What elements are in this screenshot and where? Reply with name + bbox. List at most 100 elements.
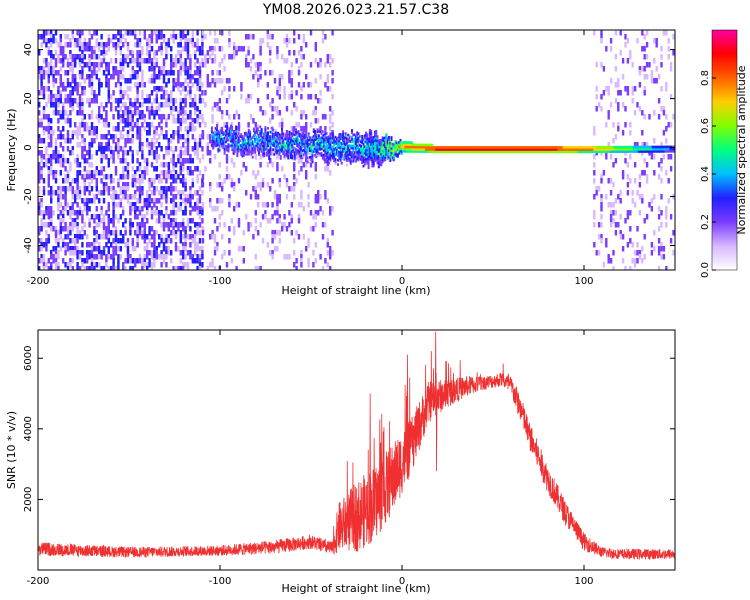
noise-cell — [158, 190, 161, 196]
signal-cell — [361, 157, 364, 160]
signal-cell — [533, 148, 536, 151]
signal-cell — [303, 140, 306, 144]
signal-cell — [298, 154, 301, 158]
noise-cell — [40, 222, 43, 228]
noise-cell — [247, 94, 250, 100]
noise-cell — [211, 58, 214, 64]
noise-cell — [177, 154, 180, 160]
noise-cell — [78, 210, 82, 216]
signal-cell — [291, 154, 294, 158]
signal-cell — [236, 145, 239, 149]
noise-cell — [81, 42, 84, 48]
signal-cell — [608, 150, 611, 153]
signal-cell — [306, 145, 309, 148]
noise-cell — [88, 62, 91, 68]
signal-cell — [232, 132, 235, 135]
signal-cell — [303, 136, 306, 139]
noise-cell — [131, 30, 134, 36]
signal-cell — [394, 151, 397, 154]
signal-cell — [342, 141, 345, 144]
signal-cell — [535, 146, 538, 149]
noise-cell — [102, 218, 106, 224]
signal-cell — [335, 146, 338, 149]
signal-cell — [331, 134, 334, 138]
noise-cell — [252, 74, 255, 80]
signal-cell — [366, 153, 369, 156]
signal-cell — [361, 150, 364, 153]
signal-cell — [497, 146, 500, 149]
signal-cell — [524, 148, 527, 151]
signal-cell — [468, 148, 471, 151]
noise-cell — [237, 122, 241, 128]
signal-cell — [371, 151, 374, 155]
signal-cell — [570, 148, 573, 151]
noise-cell — [57, 266, 60, 270]
figure-title: YM08.2026.023.21.57.C38 — [262, 2, 449, 18]
signal-cell — [645, 145, 648, 149]
signal-cell — [240, 148, 243, 152]
noise-cell — [636, 102, 639, 108]
noise-cell — [660, 106, 663, 112]
noise-cell — [57, 202, 60, 208]
noise-cell — [102, 266, 106, 270]
signal-cell — [295, 141, 297, 145]
signal-cell — [247, 146, 250, 149]
noise-cell — [297, 158, 301, 164]
signal-cell — [531, 150, 534, 154]
signal-cell — [319, 141, 322, 145]
noise-cell — [186, 166, 190, 172]
noise-cell — [136, 234, 139, 240]
signal-cell — [246, 142, 249, 145]
signal-cell — [289, 138, 292, 142]
noise-cell — [66, 178, 70, 184]
signal-cell — [399, 141, 402, 144]
noise-cell — [249, 114, 253, 120]
signal-cell — [263, 141, 266, 144]
noise-cell — [107, 226, 110, 232]
noise-cell — [122, 182, 125, 188]
signal-cell — [470, 150, 473, 154]
noise-cell — [326, 198, 329, 204]
signal-cell — [333, 143, 336, 147]
noise-cell — [138, 194, 142, 200]
signal-cell — [483, 150, 486, 154]
noise-cell — [83, 198, 86, 204]
noise-cell — [158, 134, 161, 140]
signal-cell — [267, 144, 269, 148]
signal-cell — [360, 147, 362, 150]
noise-cell — [228, 226, 231, 232]
signal-cell — [339, 155, 342, 158]
noise-cell — [300, 166, 303, 172]
signal-cell — [367, 139, 370, 143]
noise-cell — [50, 62, 53, 68]
noise-cell — [83, 126, 86, 132]
signal-cell — [395, 150, 398, 153]
signal-cell — [326, 160, 329, 163]
noise-cell — [276, 230, 279, 236]
noise-cell — [141, 122, 144, 128]
noise-cell — [201, 98, 205, 104]
noise-cell — [134, 106, 137, 112]
signal-cell — [237, 149, 240, 153]
signal-cell — [394, 144, 397, 147]
noise-cell — [209, 30, 212, 36]
signal-cell — [414, 143, 417, 147]
signal-cell — [235, 125, 238, 129]
noise-cell — [600, 174, 603, 180]
signal-cell — [630, 148, 632, 151]
noise-cell — [45, 238, 48, 244]
signal-cell — [235, 130, 238, 133]
noise-cell — [184, 38, 187, 44]
noise-cell — [153, 154, 156, 160]
noise-cell — [64, 226, 67, 232]
noise-cell — [54, 226, 58, 232]
signal-cell — [646, 150, 649, 153]
noise-cell — [74, 86, 77, 92]
signal-cell — [493, 148, 496, 151]
noise-cell — [88, 170, 91, 176]
signal-cell — [511, 150, 514, 154]
noise-cell — [237, 202, 241, 208]
noise-cell — [136, 42, 139, 48]
signal-cell — [375, 134, 378, 137]
signal-cell — [343, 144, 346, 148]
